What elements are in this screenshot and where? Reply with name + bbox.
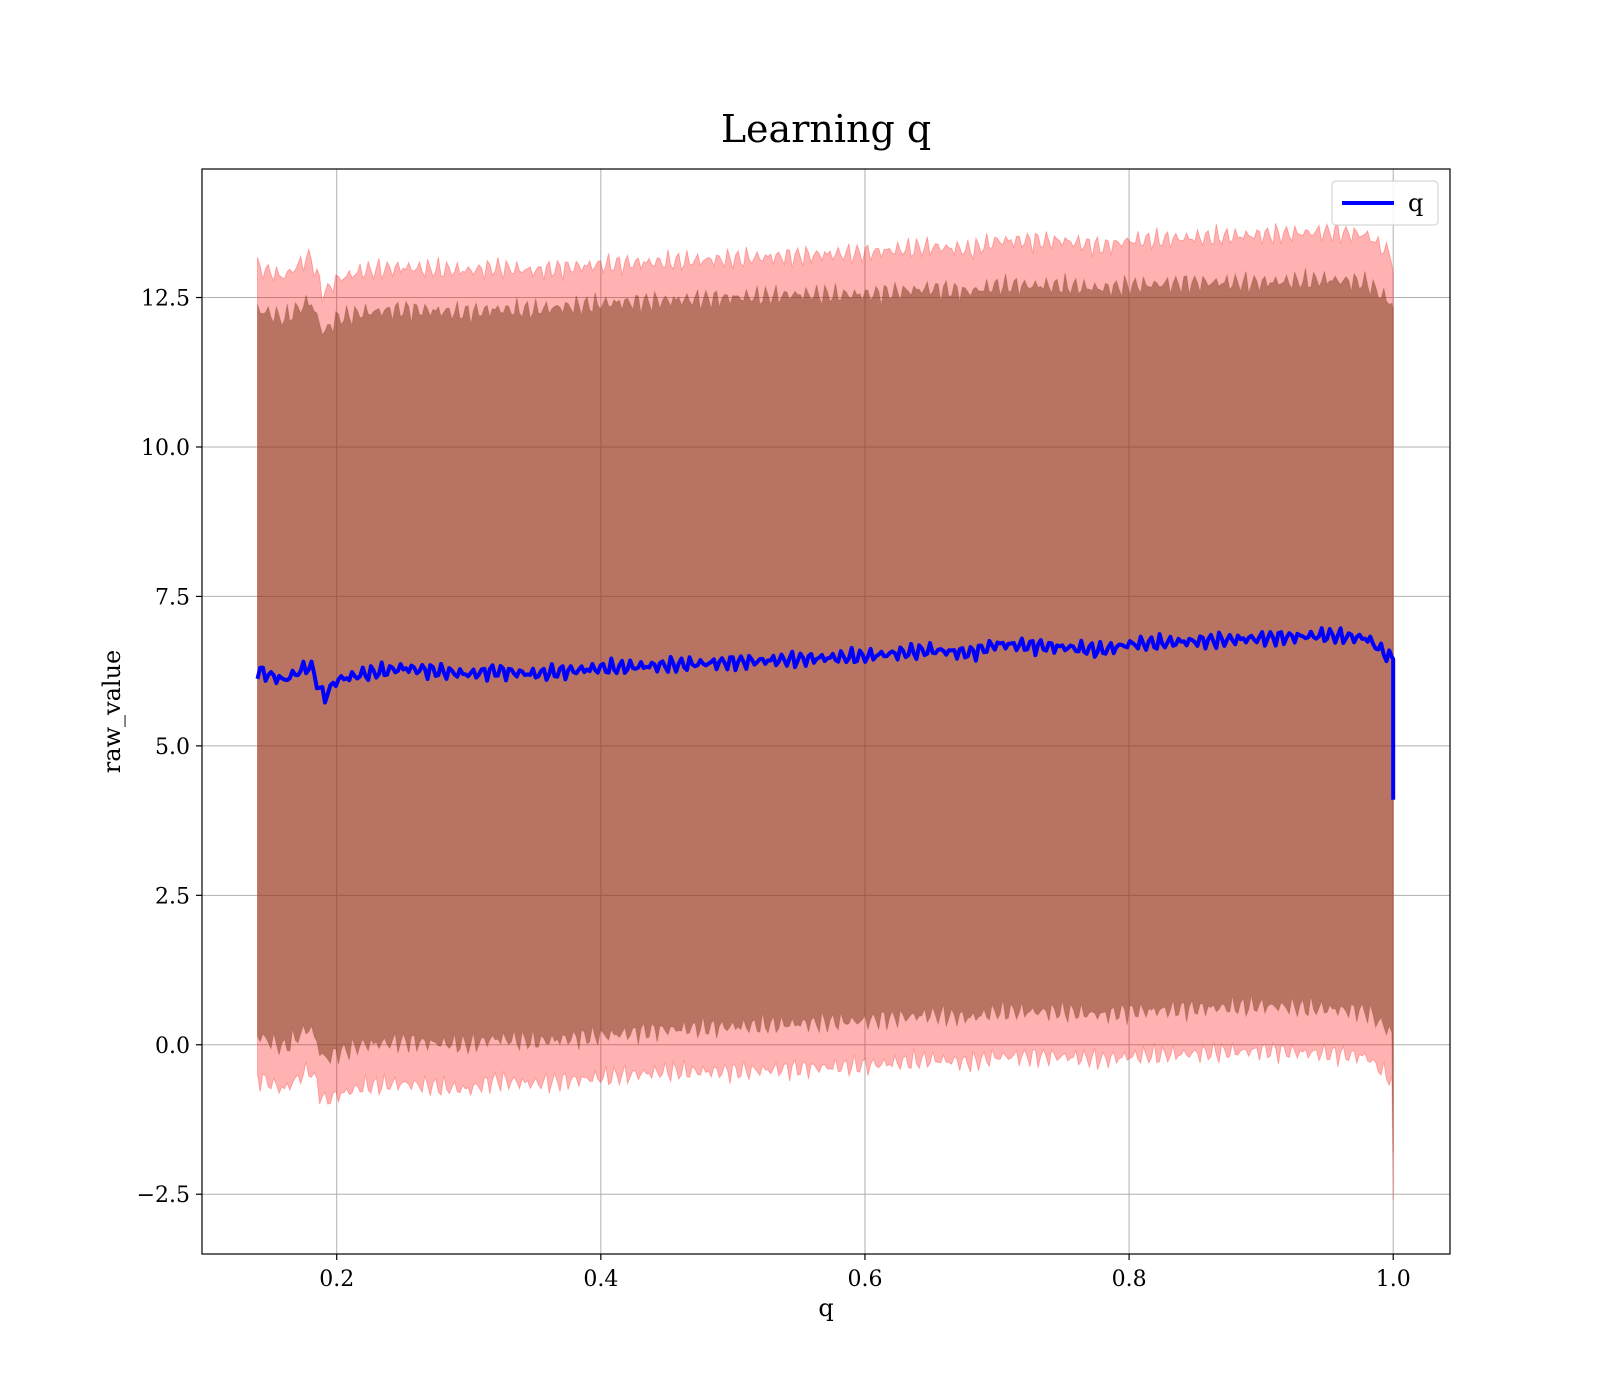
- y-tick-label: 7.5: [155, 585, 190, 610]
- y-axis-label: raw_value: [98, 650, 126, 774]
- y-tick-label: 2.5: [155, 884, 190, 909]
- x-axis-label: q: [818, 1294, 833, 1322]
- legend-label: q: [1408, 189, 1423, 217]
- x-tick-label: 0.4: [583, 1267, 618, 1292]
- axis-ticks: 0.2 0.4 0.6 0.8 1.0 −2.5 0.0 2.5 5.0 7.5 10.0 12.5: [137, 287, 1411, 1292]
- x-tick-label: 1.0: [1376, 1267, 1411, 1292]
- x-tick-label: 0.6: [847, 1267, 882, 1292]
- y-tick-label: −2.5: [137, 1183, 190, 1208]
- series-line-q: [255, 626, 1396, 800]
- x-tick-label: 0.2: [319, 1267, 354, 1292]
- chart-title: Learning q: [721, 107, 931, 151]
- legend: q: [1331, 180, 1439, 226]
- plot-frame: [201, 168, 1451, 1255]
- confidence-bands: [257, 222, 1394, 1201]
- band-area: [257, 268, 1394, 1153]
- series-lines: [255, 626, 1396, 800]
- y-tick-label: 12.5: [141, 287, 190, 312]
- y-tick-label: 0.0: [155, 1034, 190, 1059]
- x-tick-label: 0.8: [1112, 1267, 1147, 1292]
- y-tick-label: 10.0: [141, 436, 190, 461]
- y-tick-label: 5.0: [155, 735, 190, 760]
